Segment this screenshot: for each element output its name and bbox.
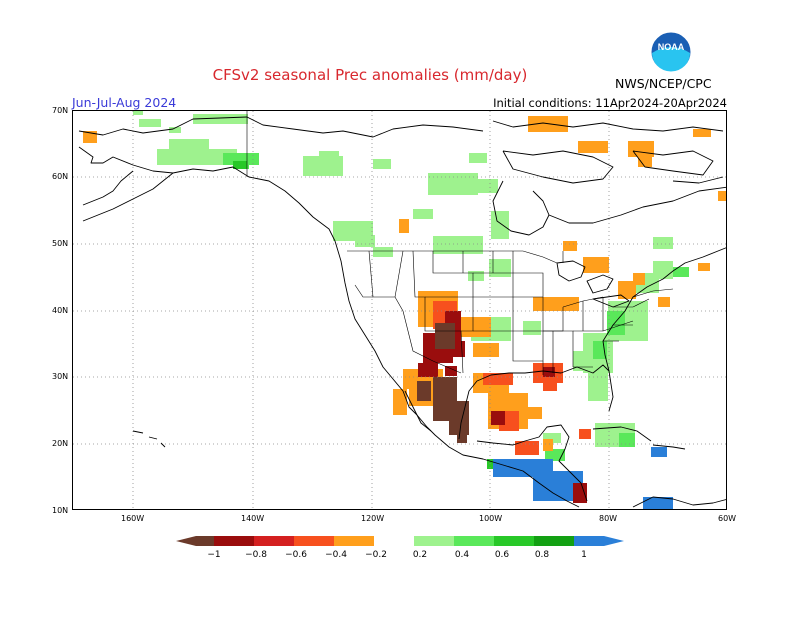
colorbar-tick: −0.4 <box>325 550 347 560</box>
lon-label-140w: 140W <box>241 514 265 523</box>
colorbar-swatch-10 <box>534 536 574 546</box>
colorbar-tick: −1 <box>207 550 220 560</box>
noaa-logo-text: NOAA <box>658 42 685 52</box>
colorbar-swatch-6 <box>374 536 414 546</box>
forecast-period: Jun-Jul-Aug 2024 <box>72 95 177 110</box>
colorbar-tick: 0.6 <box>495 550 510 560</box>
agency-label: NWS/NCEP/CPC <box>615 76 712 91</box>
graticule <box>73 111 726 509</box>
colorbar-swatch-1 <box>196 536 214 546</box>
lat-label-10n: 10N <box>52 506 69 515</box>
colorbar-tick: 0.4 <box>455 550 470 560</box>
initial-conditions: Initial conditions: 11Apr2024-20Apr2024 <box>493 96 727 110</box>
lon-label-160w: 160W <box>121 514 145 523</box>
lat-label-40n: 40N <box>52 306 69 315</box>
colorbar-swatch-9 <box>494 536 534 546</box>
anomaly-map <box>72 110 727 510</box>
colorbar-swatch-3 <box>254 536 294 546</box>
political-boundaries <box>246 111 674 375</box>
colorbar-swatch-2 <box>214 536 254 546</box>
lat-label-60n: 60N <box>52 172 69 181</box>
colorbar-swatch-5 <box>334 536 374 546</box>
colorbar-swatch-11 <box>574 536 604 546</box>
coastlines <box>78 116 726 508</box>
lon-label-60w: 60W <box>718 514 737 523</box>
colorbar-tick: −0.8 <box>245 550 267 560</box>
colorbar-swatch-4 <box>294 536 334 546</box>
colorbar-swatch-7 <box>414 536 454 546</box>
lat-label-30n: 30N <box>52 372 69 381</box>
colorbar-swatch-8 <box>454 536 494 546</box>
lon-label-120w: 120W <box>361 514 385 523</box>
lat-label-70n: 70N <box>52 106 69 115</box>
lat-label-20n: 20N <box>52 439 69 448</box>
colorbar-tick: 0.8 <box>535 550 550 560</box>
colorbar-tick: −0.2 <box>365 550 387 560</box>
noaa-logo-icon: NOAA <box>650 31 692 73</box>
colorbar-arrow-dry <box>176 536 196 546</box>
colorbar-tick: −0.6 <box>285 550 307 560</box>
lon-label-100w: 100W <box>479 514 503 523</box>
lon-label-80w: 80W <box>599 514 618 523</box>
colorbar-tick: 1 <box>581 550 587 560</box>
lat-label-50n: 50N <box>52 239 69 248</box>
map-title: CFSv2 seasonal Prec anomalies (mm/day) <box>212 66 528 84</box>
colorbar-arrow-wet <box>604 536 624 546</box>
colorbar-tick: 0.2 <box>413 550 427 560</box>
